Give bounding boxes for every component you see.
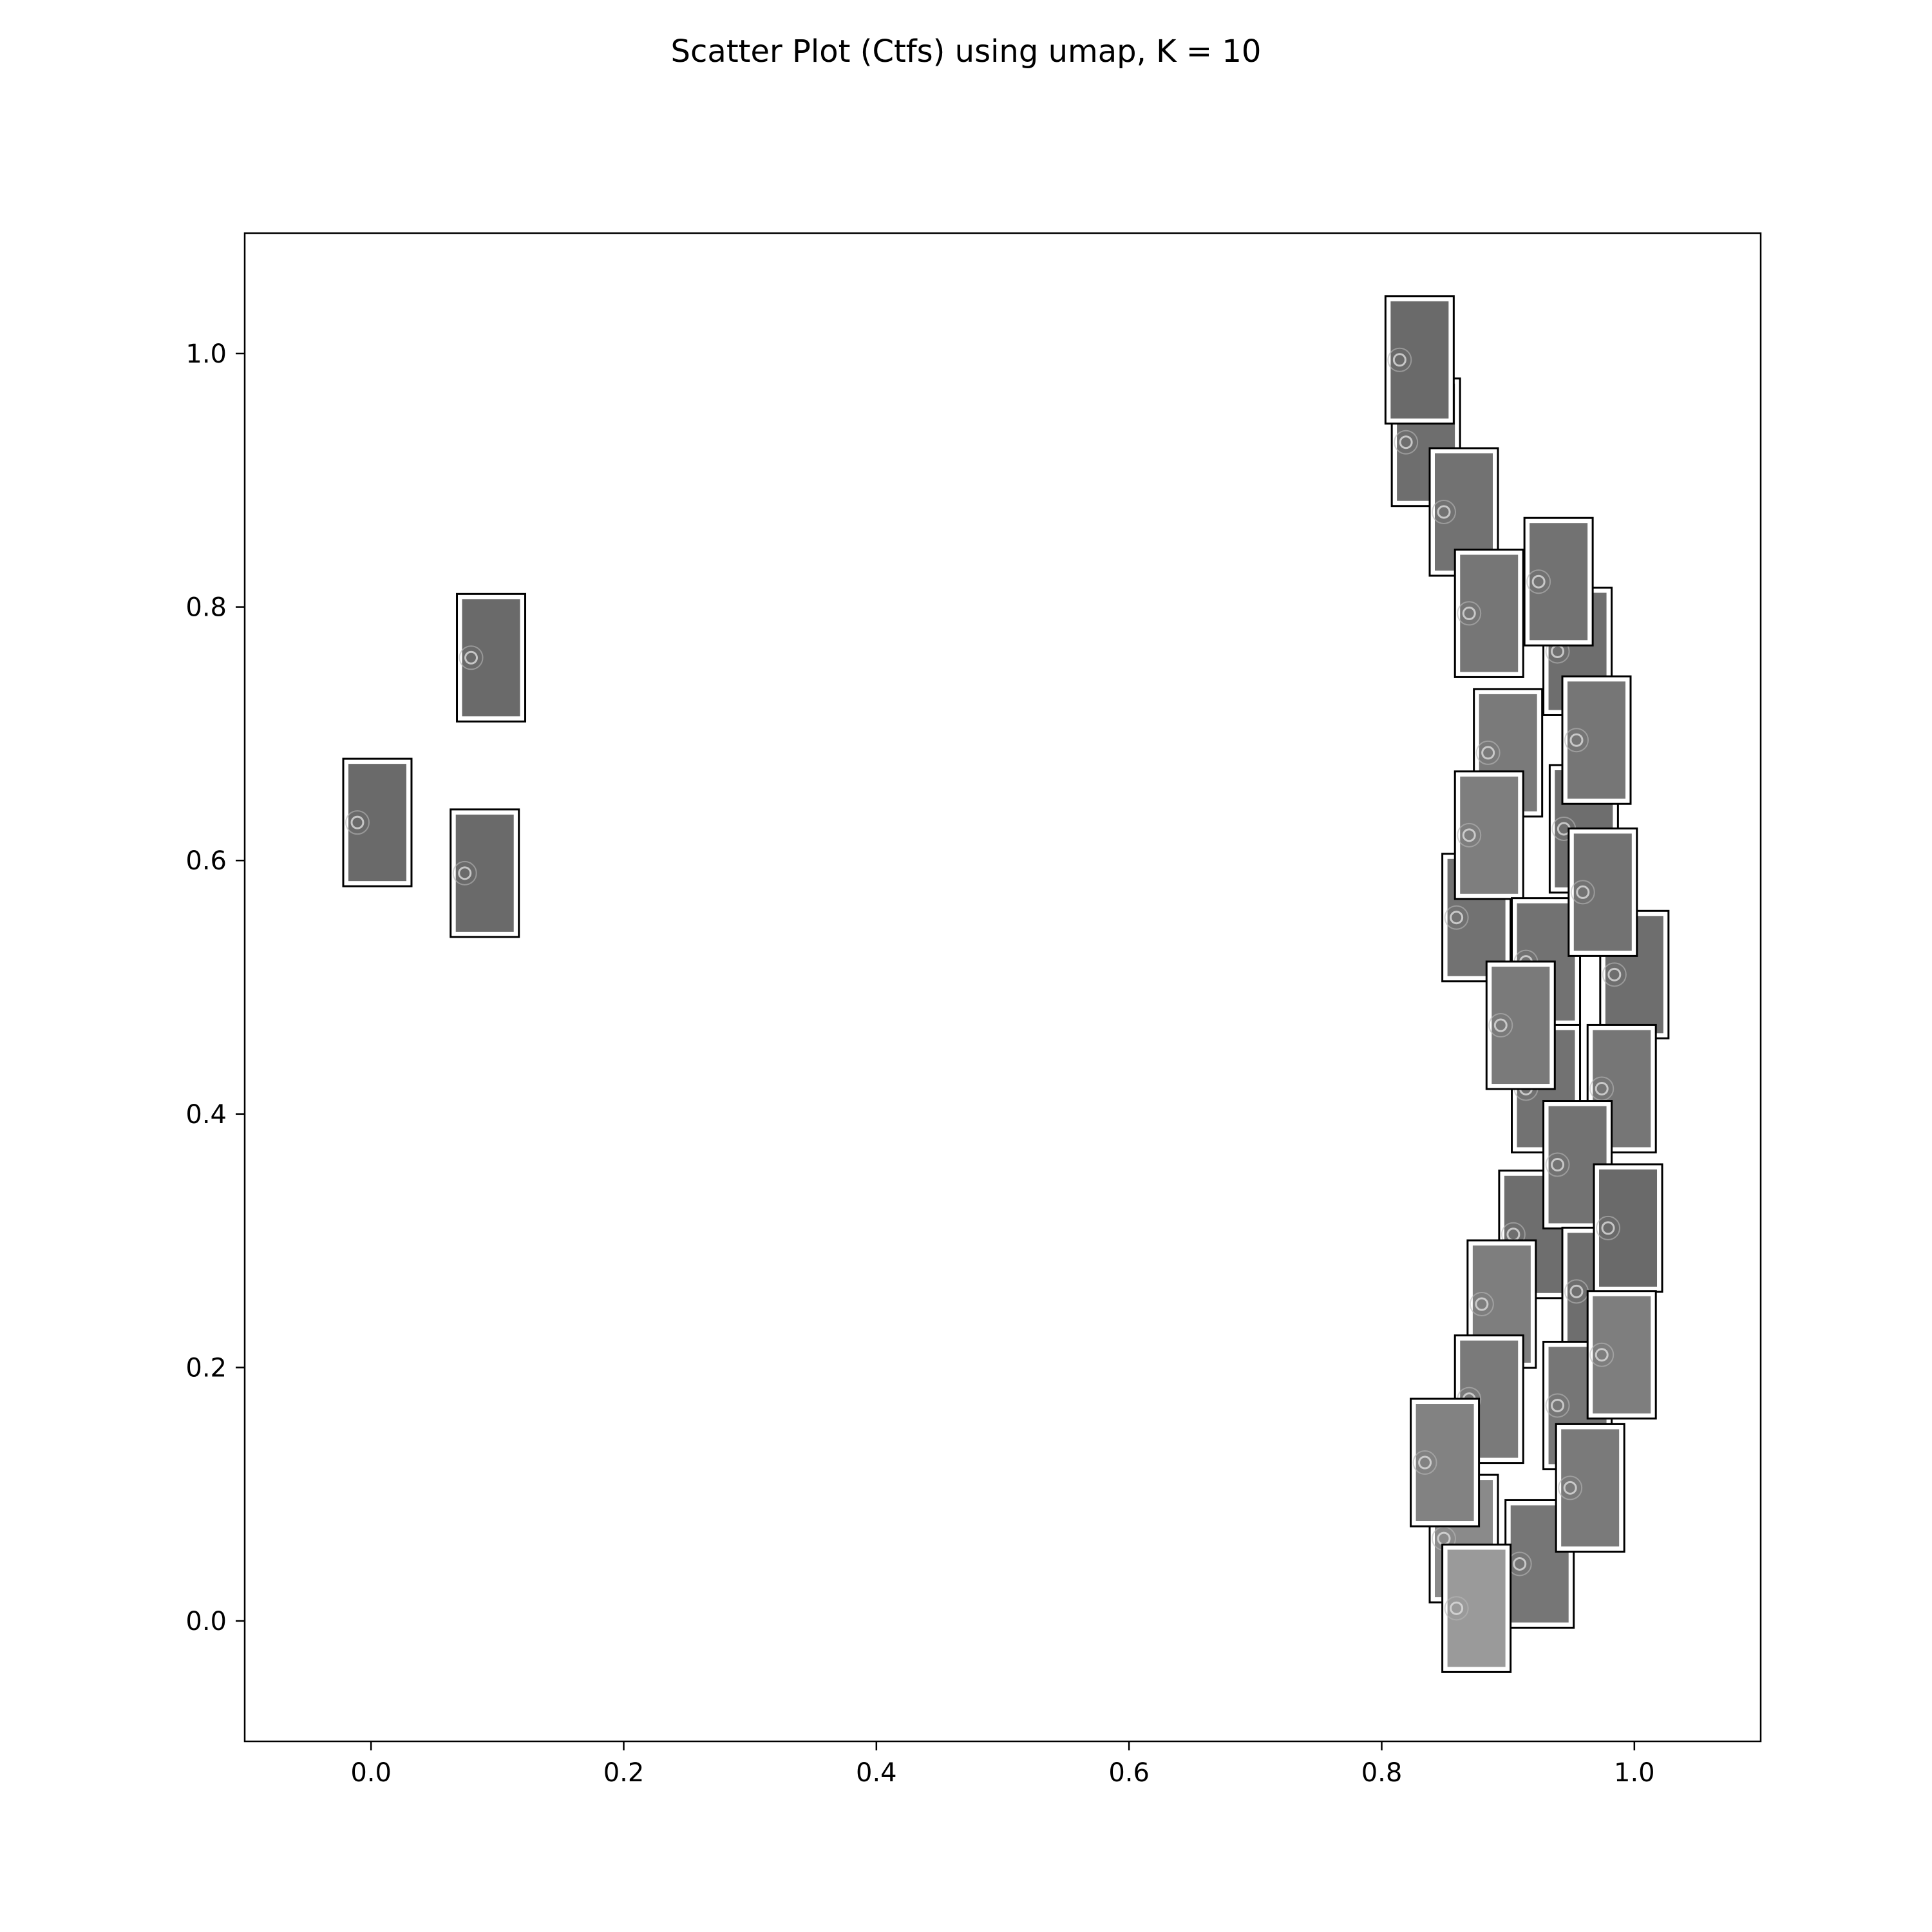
chart-title: Scatter Plot (Ctfs) using umap, K = 10 [670,33,1262,70]
thon-ring [1570,880,1595,905]
thumbnail-image [462,599,520,717]
thon-ring [1475,740,1501,765]
thon-ring [1576,885,1590,899]
x-axis: 0.0 0.2 0.4 0.6 0.8 1.0 [350,1741,1655,1788]
ctf-thumbnail-point [1454,770,1524,900]
thon-ring [1589,1342,1615,1367]
y-tick-label: 0.2 [185,1353,227,1383]
thon-ring [1481,746,1495,760]
thon-ring [1399,435,1413,450]
thumbnail-image [1530,523,1588,641]
thon-ring [1602,962,1627,987]
thon-ring [1569,733,1584,747]
thumbnail-image [1447,1549,1506,1667]
thon-ring [459,645,484,670]
thon-ring [1545,1393,1570,1418]
thon-ring [350,815,365,829]
thon-ring [1469,1292,1494,1317]
x-tick-label: 0.4 [856,1758,897,1788]
thon-ring [1596,1215,1621,1240]
thon-ring [1545,1152,1570,1177]
thon-ring [1394,430,1419,455]
thon-ring [1607,967,1622,981]
y-axis: 0.0 0.2 0.4 0.6 0.8 1.0 [185,339,245,1636]
x-tick-label: 0.8 [1361,1758,1403,1788]
thon-ring [464,650,478,665]
x-tick-label: 0.6 [1108,1758,1150,1788]
thumbnail-image [1561,1429,1620,1547]
thon-ring [1526,569,1551,594]
thon-ring [1564,728,1589,753]
ctf-thumbnail-point [1504,1499,1575,1629]
y-tick-label: 1.0 [185,339,227,369]
x-tick-label: 1.0 [1614,1758,1655,1788]
thumbnail-image [1567,681,1625,799]
ctf-thumbnail-point [1523,516,1594,647]
thon-ring [1444,1596,1469,1621]
thon-ring [458,866,472,880]
thon-ring [1450,1601,1464,1615]
thumbnail-image [348,764,406,882]
ctf-thumbnail-point [1586,1290,1657,1420]
thon-ring [1450,911,1464,925]
thumbnail-image [1460,776,1519,894]
ctf-thumbnail-point [342,757,413,887]
thon-ring [1387,347,1412,372]
thon-ring [1462,828,1476,842]
ctf-thumbnail-point [1410,1397,1481,1528]
thon-ring [1437,505,1451,519]
thon-ring [1531,574,1546,589]
thon-ring [1418,1455,1432,1470]
thon-ring [1595,1081,1609,1095]
ctf-thumbnail-point [456,592,527,723]
thumbnail-image [1492,967,1550,1084]
thumbnail-image [1390,301,1449,419]
thon-ring [1392,353,1406,367]
plot-area-frame [243,232,1762,1743]
y-tick-label: 0.6 [185,846,227,876]
thon-ring [1563,1481,1577,1495]
thon-ring [1601,1221,1615,1235]
thon-ring [1551,1158,1565,1172]
thon-ring [1457,822,1482,848]
y-tick-label: 0.4 [185,1100,227,1130]
thon-ring [1551,1398,1565,1412]
ctf-thumbnail-point [1567,827,1638,957]
ctf-thumbnail-point [450,808,520,938]
thumbnail-image [1460,554,1519,672]
thon-ring [1493,1018,1508,1032]
thon-ring [345,810,370,835]
ctf-thumbnail-point [1593,1163,1663,1293]
ctf-thumbnail-point [1454,548,1524,678]
thumbnail-image [1593,1296,1651,1414]
ctf-thumbnail-point [1485,960,1556,1090]
thon-ring [452,860,477,886]
thon-ring [1558,1475,1583,1501]
thon-ring [1569,1284,1584,1298]
y-tick-label: 0.8 [185,593,227,623]
thon-ring [1432,499,1457,524]
thon-ring [1595,1348,1609,1362]
ctf-thumbnail-point [1441,1543,1512,1673]
y-tick-label: 0.0 [185,1607,227,1636]
thon-ring [1488,1013,1513,1038]
thon-ring [1412,1450,1437,1475]
thumbnail-image [1416,1404,1474,1522]
thumbnail-image [1573,833,1632,951]
thumbnail-image [455,814,514,932]
thon-ring [1475,1297,1489,1311]
thon-ring [1462,606,1476,620]
ctf-thumbnail-point [1561,675,1632,805]
x-tick-label: 0.2 [603,1758,645,1788]
markers-layer [342,295,1670,1673]
thon-ring [1513,1557,1527,1571]
x-tick-label: 0.0 [350,1758,392,1788]
ctf-thumbnail-point [1384,295,1455,425]
thumbnail-image [1599,1169,1658,1287]
ctf-thumbnail-point [1555,1423,1625,1553]
thon-ring [1457,601,1482,626]
thon-ring [1444,905,1469,930]
